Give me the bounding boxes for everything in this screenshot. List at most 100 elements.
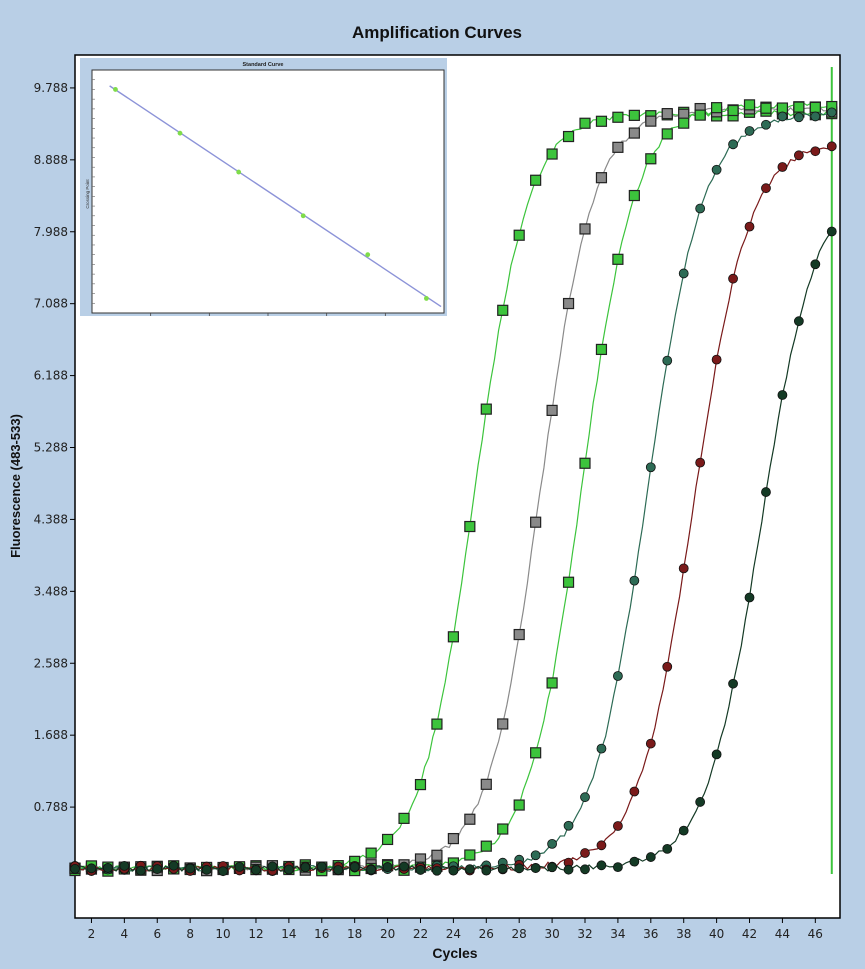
data-point	[546, 148, 558, 160]
data-point	[398, 812, 410, 824]
x-tick-label: 42	[742, 927, 757, 941]
data-point	[613, 821, 623, 831]
data-point	[464, 813, 476, 825]
data-point	[810, 146, 821, 157]
data-point	[546, 404, 558, 416]
data-point	[399, 861, 409, 872]
data-point	[103, 862, 113, 873]
data-point	[728, 678, 738, 689]
data-point	[628, 127, 640, 139]
y-tick-label: 8.888	[34, 153, 68, 167]
data-point	[695, 203, 706, 214]
data-point	[793, 101, 805, 113]
data-point	[563, 820, 574, 831]
data-point	[382, 862, 393, 872]
data-point	[431, 718, 443, 730]
y-tick-label: 6.188	[34, 369, 68, 383]
x-tick-label: 16	[314, 927, 329, 941]
data-point	[514, 863, 525, 874]
data-point	[612, 141, 624, 153]
data-point	[662, 661, 673, 672]
data-point	[810, 111, 821, 122]
data-point	[580, 792, 590, 803]
data-point	[283, 864, 294, 875]
data-point	[562, 297, 575, 310]
data-point	[694, 109, 706, 121]
data-point	[580, 864, 590, 875]
data-point	[678, 117, 690, 129]
data-point	[513, 628, 525, 641]
data-point	[695, 797, 706, 807]
standard-curve-inset: Standard Curve Crossing Point	[80, 58, 447, 316]
data-point	[645, 462, 656, 473]
data-point	[711, 354, 722, 365]
x-tick-label: 8	[186, 927, 194, 941]
data-point	[645, 852, 656, 862]
data-point	[596, 860, 607, 871]
data-point	[135, 865, 146, 876]
x-tick-label: 28	[512, 927, 527, 941]
inset-point	[236, 169, 242, 175]
x-tick-label: 22	[413, 927, 428, 941]
amplification-series	[69, 99, 838, 877]
data-point	[744, 126, 755, 136]
x-tick-label: 30	[544, 927, 559, 941]
data-point	[414, 778, 427, 791]
data-point	[152, 864, 163, 874]
x-tick-label: 18	[347, 927, 362, 941]
data-point	[728, 273, 738, 284]
data-point	[761, 183, 771, 194]
data-point	[547, 838, 557, 849]
data-point	[596, 840, 607, 851]
data-point	[119, 860, 130, 871]
data-point	[448, 865, 459, 876]
data-point	[777, 111, 788, 122]
inset-point	[424, 296, 429, 301]
data-point	[793, 112, 804, 123]
data-point	[711, 749, 722, 760]
inset-points	[113, 87, 429, 301]
data-point	[530, 863, 541, 873]
data-point	[218, 866, 228, 877]
y-tick-label: 2.588	[34, 656, 68, 670]
x-tick-label: 32	[577, 927, 592, 941]
data-point	[464, 864, 475, 875]
data-point	[497, 718, 509, 730]
data-point	[662, 355, 673, 366]
data-point	[530, 747, 542, 759]
data-point	[579, 117, 591, 129]
x-tick-label: 14	[281, 927, 296, 941]
data-point	[562, 130, 575, 143]
data-point	[662, 843, 673, 854]
data-point	[431, 849, 443, 861]
data-point	[727, 104, 739, 117]
inset-axes	[92, 79, 386, 316]
inset-point	[177, 130, 183, 136]
x-tick-label: 12	[248, 927, 263, 941]
data-point	[70, 863, 80, 874]
data-point	[629, 786, 640, 797]
inset-trendline	[109, 85, 442, 308]
y-tick-label: 4.388	[34, 512, 68, 526]
data-point	[447, 631, 459, 643]
data-point	[711, 102, 723, 114]
x-tick-label: 26	[479, 927, 494, 941]
x-tick-label: 44	[775, 927, 790, 941]
data-point	[728, 139, 738, 150]
data-point	[678, 563, 689, 574]
data-point	[185, 863, 196, 874]
data-point	[480, 403, 492, 415]
data-point	[234, 861, 245, 872]
y-tick-label: 1.688	[34, 728, 68, 742]
data-point	[744, 221, 755, 232]
data-point	[267, 861, 278, 872]
y-tick-label: 7.988	[34, 225, 68, 239]
data-point	[661, 128, 673, 140]
data-point	[793, 316, 804, 327]
inset-point	[365, 252, 371, 258]
data-point	[447, 832, 459, 845]
inset-y-label: Crossing Point	[85, 179, 90, 209]
data-point	[547, 862, 557, 873]
data-point	[661, 108, 673, 120]
data-point	[546, 677, 558, 689]
